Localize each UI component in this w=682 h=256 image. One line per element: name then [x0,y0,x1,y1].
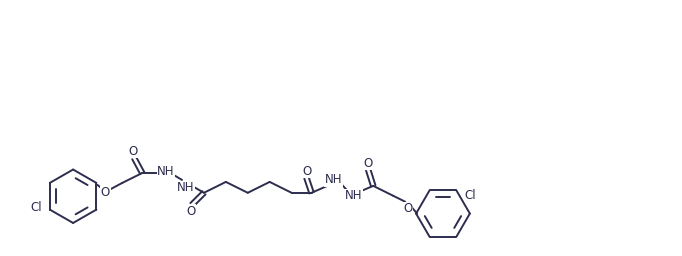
Text: O: O [129,145,138,158]
Text: NH: NH [177,181,195,194]
Text: O: O [364,157,373,170]
Text: NH: NH [344,189,362,202]
Text: Cl: Cl [464,189,476,202]
Text: O: O [302,165,311,177]
Text: O: O [186,205,196,218]
Text: NH: NH [325,173,342,186]
Text: O: O [101,186,110,199]
Text: O: O [404,202,413,215]
Text: Cl: Cl [30,201,42,214]
Text: NH: NH [158,165,175,177]
